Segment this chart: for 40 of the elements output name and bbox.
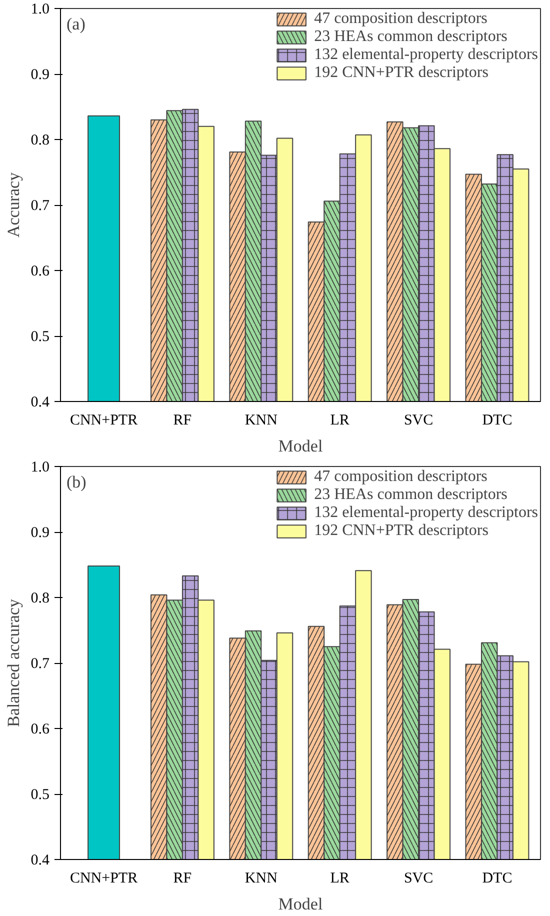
y-tick-label: 0.5 bbox=[30, 329, 50, 345]
y-tick-label: 0.4 bbox=[30, 394, 50, 410]
y-tick-label: 0.5 bbox=[30, 787, 50, 803]
x-tick-label: SVC bbox=[404, 412, 434, 428]
legend-label: 132 elemental-property descriptors bbox=[314, 46, 538, 64]
legend-label: 192 CNN+PTR descriptors bbox=[314, 64, 488, 82]
x-axis-title: Model bbox=[278, 436, 323, 456]
y-tick-label: 0.6 bbox=[30, 264, 50, 280]
y-tick-label: 0.8 bbox=[30, 132, 50, 148]
y-tick-label: 0.8 bbox=[30, 590, 50, 606]
y-tick-label: 1.0 bbox=[30, 2, 50, 18]
legend-label: 23 HEAs common descriptors bbox=[314, 486, 508, 504]
x-tick-label: DTC bbox=[482, 870, 512, 886]
x-tick-label: CNN+PTR bbox=[70, 870, 138, 886]
y-tick-label: 1.0 bbox=[30, 460, 50, 476]
x-tick-label: SVC bbox=[404, 870, 434, 886]
x-tick-label: LR bbox=[330, 870, 350, 886]
x-tick-label: CNN+PTR bbox=[70, 412, 138, 428]
annotation: (a) bbox=[66, 14, 86, 34]
x-tick-label: LR bbox=[330, 412, 350, 428]
legend-label: 47 composition descriptors bbox=[314, 10, 488, 28]
legend-label: 47 composition descriptors bbox=[314, 468, 488, 486]
y-tick-label: 0.7 bbox=[30, 198, 50, 214]
y-tick-label: 0.9 bbox=[30, 67, 50, 83]
y-tick-label: 0.6 bbox=[30, 722, 50, 738]
x-tick-label: KNN bbox=[244, 412, 278, 428]
legend-label: 192 CNN+PTR descriptors bbox=[314, 522, 488, 540]
x-axis-title: Model bbox=[278, 894, 323, 914]
x-tick-label: RF bbox=[173, 870, 192, 886]
y-axis-title: Accuracy bbox=[4, 172, 23, 238]
legend-label: 132 elemental-property descriptors bbox=[314, 504, 538, 522]
y-tick-label: 0.4 bbox=[30, 852, 50, 868]
y-axis-title: Balanced accuracy bbox=[4, 598, 23, 727]
x-tick-label: RF bbox=[173, 412, 192, 428]
annotation: (b) bbox=[66, 472, 86, 492]
x-tick-label: KNN bbox=[244, 870, 278, 886]
legend-label: 23 HEAs common descriptors bbox=[314, 28, 508, 46]
y-tick-label: 0.9 bbox=[30, 525, 50, 541]
x-tick-label: DTC bbox=[482, 412, 512, 428]
y-tick-label: 0.7 bbox=[30, 656, 50, 672]
